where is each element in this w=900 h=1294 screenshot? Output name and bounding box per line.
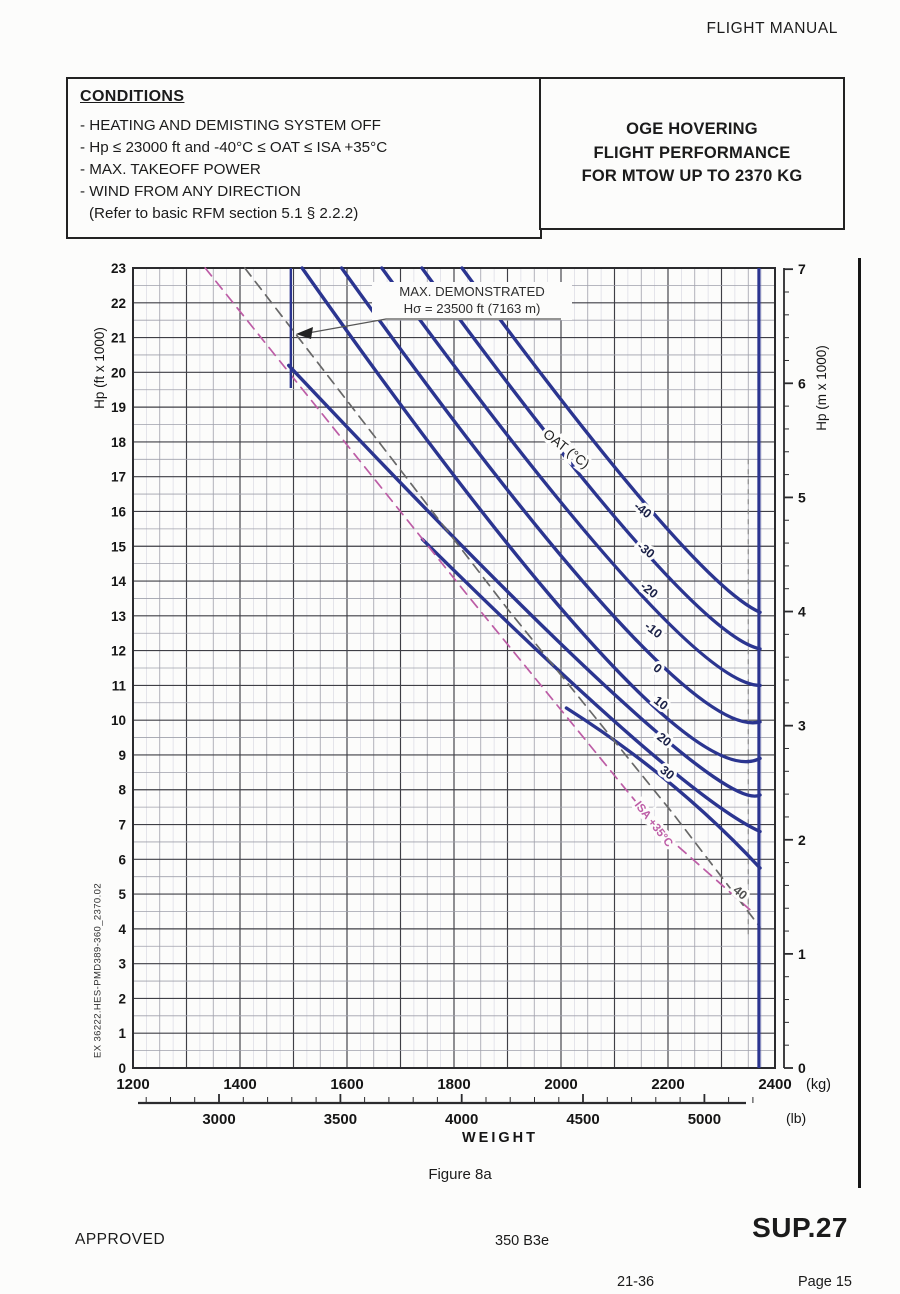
y-right-title: Hp (m x 1000) [814,345,829,431]
x-axis-title: WEIGHT [462,1130,538,1146]
svg-text:16: 16 [111,504,127,519]
condition-item: - Hp ≤ 23000 ft and -40°C ≤ OAT ≤ ISA +3… [80,139,388,157]
annotation-leader-line [307,318,561,334]
svg-text:19: 19 [111,400,126,415]
oat-line-0 [300,266,762,764]
footer-model: 350 B3e [495,1233,550,1249]
max-demonstrated-annotation: MAX. DEMONSTRATED Hσ = 23500 ft (7163 m) [296,282,572,339]
svg-text:0: 0 [118,1061,126,1076]
svg-text:2000: 2000 [544,1076,577,1093]
chart-title-line: FOR MTOW UP TO 2370 KG [581,167,803,186]
y-left-axis: 01234567891011121314151617181920212223Hp… [92,261,126,1076]
svg-text:3: 3 [798,718,806,734]
oat-line-20 [420,537,762,834]
footer-approved: APPROVED [75,1231,166,1248]
svg-text:1800: 1800 [437,1076,470,1093]
kg-unit-label: (kg) [806,1077,831,1093]
condition-item: - MAX. TAKEOFF POWER [80,161,261,179]
svg-text:1400: 1400 [223,1076,256,1093]
svg-text:2: 2 [798,832,806,848]
oat-line-30 [564,706,762,870]
chart-title-line: FLIGHT PERFORMANCE [593,143,791,162]
conditions-title: CONDITIONS [80,88,185,105]
svg-text:7: 7 [798,261,806,277]
y-right-axis: 0 1 2 3 4 5 6 7 Hp (m x 1000) [783,261,829,1076]
condition-item: - WIND FROM ANY DIRECTION [80,183,301,201]
svg-text:1: 1 [798,946,806,962]
svg-text:6: 6 [798,375,806,391]
svg-text:14: 14 [111,574,127,589]
figure-caption: Figure 8a [428,1166,492,1183]
svg-text:0: 0 [798,1060,806,1076]
svg-text:22: 22 [111,296,126,311]
svg-text:1600: 1600 [330,1076,363,1093]
svg-text:4000: 4000 [445,1111,478,1128]
oat-value-label: 40 [730,883,750,903]
footer-page: Page 15 [797,1274,852,1290]
condition-note: (Refer to basic RFM section 5.1 § 2.2.2) [89,205,359,223]
chart-title-box: OGE HOVERING FLIGHT PERFORMANCE FOR MTOW… [539,77,845,230]
x-axis-kg: 1200 1400 1600 1800 2000 2200 2400 (kg) [116,1076,831,1093]
svg-text:17: 17 [111,470,126,485]
svg-text:15: 15 [111,539,127,554]
x-axis-lb: 3000 3500 4000 4500 5000 (lb) WEIGHT [138,1094,806,1146]
svg-text:6: 6 [118,852,126,867]
oat-line--10 [339,266,762,725]
svg-text:4500: 4500 [566,1111,599,1128]
condition-item: - HEATING AND DEMISTING SYSTEM OFF [80,117,381,134]
svg-text:20: 20 [111,365,126,380]
svg-text:21: 21 [111,331,127,346]
oat-line-10 [287,363,762,798]
svg-text:3000: 3000 [202,1111,235,1128]
oat-curves [204,266,762,928]
document-reference-code: EX 36222.HES-PMD389-360_2370.02 [92,882,104,1059]
footer-supplement: SUP.27 [752,1212,848,1243]
oat-line--20 [380,266,762,688]
page-header-title: FLIGHT MANUAL [706,20,838,37]
svg-text:Hσ = 23500 ft (7163 m): Hσ = 23500 ft (7163 m) [404,301,541,316]
svg-text:7: 7 [118,818,126,833]
svg-text:8: 8 [118,783,126,798]
oat-axis-label: OAT (°C) [540,426,592,471]
svg-text:MAX. DEMONSTRATED: MAX. DEMONSTRATED [399,284,545,299]
svg-text:10: 10 [111,713,126,728]
footer-section: 21-36 [617,1274,655,1290]
svg-text:5: 5 [798,489,806,505]
oat-line-ISA +35°C [204,267,751,911]
plot-frame [132,267,776,1069]
svg-text:2400: 2400 [758,1076,791,1093]
oat-value-label: 30 [657,763,677,783]
chart-title-line: OGE HOVERING [626,119,758,138]
oat-line--40 [460,266,762,614]
svg-text:5000: 5000 [688,1111,721,1128]
svg-text:3: 3 [118,957,126,972]
lb-unit-label: (lb) [786,1110,806,1126]
svg-text:1: 1 [118,1026,126,1041]
svg-text:2200: 2200 [651,1076,684,1093]
oat-line--30 [420,266,762,651]
revision-bar [858,258,861,1188]
grid [132,267,776,1069]
svg-text:9: 9 [118,748,126,763]
svg-text:5: 5 [118,887,126,902]
svg-text:23: 23 [111,261,127,276]
oat-value-label: -40 [631,499,654,521]
y-left-title: Hp (ft x 1000) [92,327,107,409]
svg-text:3500: 3500 [324,1111,357,1128]
svg-text:18: 18 [111,435,127,450]
oat-line-40 [243,267,761,928]
svg-text:13: 13 [111,609,127,624]
svg-text:11: 11 [112,678,127,693]
annotation-arrowhead [296,327,313,339]
svg-text:1200: 1200 [116,1076,149,1093]
svg-text:12: 12 [111,644,126,659]
oat-value-label: -10 [642,619,665,641]
svg-text:2: 2 [118,991,126,1006]
svg-text:4: 4 [118,922,126,937]
svg-text:4: 4 [798,604,806,620]
